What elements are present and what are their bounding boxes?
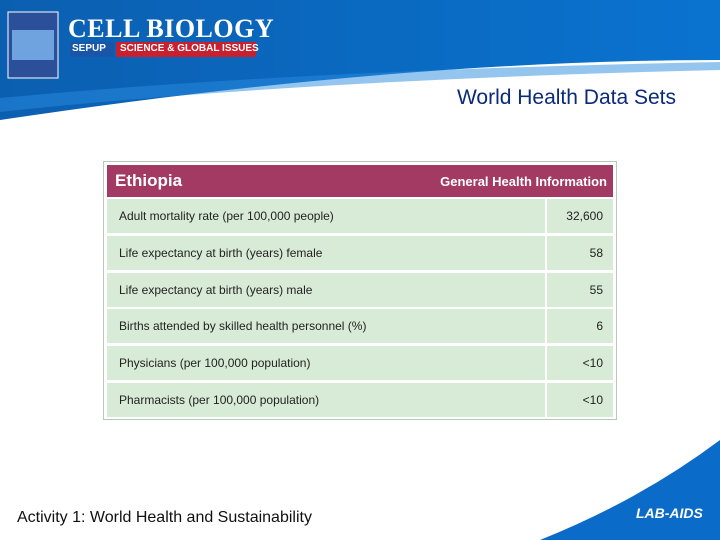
table-title: Ethiopia bbox=[115, 171, 183, 190]
table-row: Births attended by skilled health person… bbox=[107, 309, 613, 344]
badge-bg bbox=[70, 42, 114, 57]
footer-swoosh bbox=[540, 440, 720, 540]
row-value: <10 bbox=[582, 393, 603, 407]
row-label: Adult mortality rate (per 100,000 people… bbox=[119, 209, 334, 223]
row-label: Pharmacists (per 100,000 population) bbox=[119, 393, 320, 407]
row-value: 32,600 bbox=[566, 209, 603, 223]
table-row: Adult mortality rate (per 100,000 people… bbox=[107, 199, 613, 233]
row-value: <10 bbox=[582, 356, 603, 371]
footer-text: Activity 1: World Health and Sustainabil… bbox=[17, 509, 312, 526]
row-divider bbox=[545, 346, 547, 381]
row-divider bbox=[545, 383, 547, 417]
table-row: Life expectancy at birth (years) male 55 bbox=[107, 272, 613, 307]
table-row: Pharmacists (per 100,000 population) <10 bbox=[107, 383, 613, 417]
table-subtitle: General Health Information bbox=[440, 173, 607, 189]
table-header: Ethiopia General Health Information bbox=[107, 165, 613, 197]
badge: SEPUP bbox=[72, 43, 106, 54]
row-value: 6 bbox=[596, 319, 603, 334]
header-title: CELL BIOLOGY bbox=[68, 14, 275, 43]
table-row: Physicians (per 100,000 population) <10 bbox=[107, 346, 613, 381]
logo: LAB-AIDS bbox=[636, 505, 703, 521]
row-divider bbox=[545, 235, 547, 270]
row-divider bbox=[545, 309, 547, 344]
row-divider bbox=[545, 272, 547, 307]
row-value: 58 bbox=[589, 245, 603, 260]
row-value: 55 bbox=[589, 282, 603, 297]
row-label: Life expectancy at birth (years) male bbox=[119, 282, 313, 297]
table-row: Life expectancy at birth (years) female 5… bbox=[107, 235, 613, 270]
slide-title: World Health Data Sets bbox=[456, 86, 676, 109]
badge-bg bbox=[116, 42, 256, 57]
book-art bbox=[12, 30, 54, 60]
row-label: Births attended by skilled health person… bbox=[119, 319, 367, 334]
row-divider bbox=[545, 199, 547, 233]
header-swoosh bbox=[0, 62, 720, 112]
badge: SCIENCE & GLOBAL ISSUES bbox=[120, 43, 259, 54]
row-label: Physicians (per 100,000 population) bbox=[119, 356, 311, 371]
row-label: Life expectancy at birth (years) female bbox=[119, 245, 323, 260]
data-table: Ethiopia General Health Information Adul… bbox=[103, 161, 617, 420]
